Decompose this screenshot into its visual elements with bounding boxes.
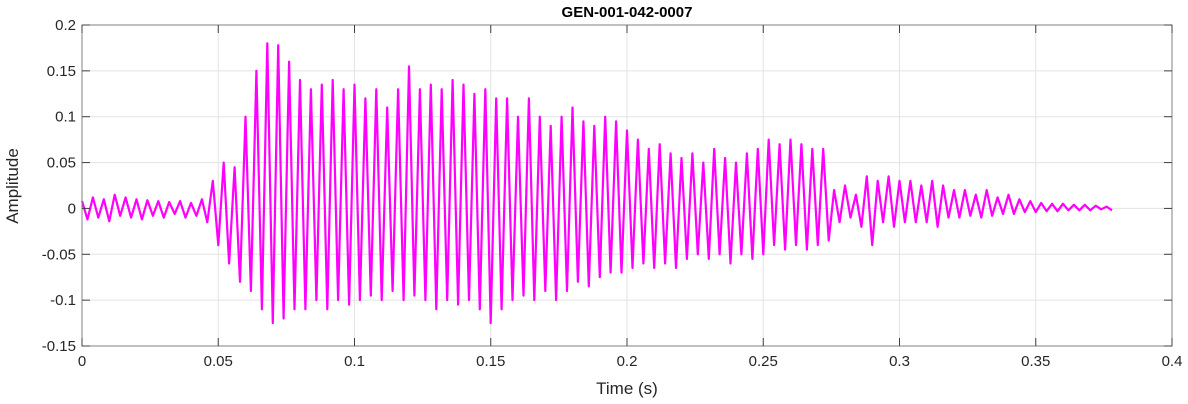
x-tick-label: 0.1 — [344, 353, 365, 370]
chart-title: GEN-001-042-0007 — [562, 4, 693, 21]
y-tick-label: 0.15 — [47, 63, 76, 80]
ticks: 0 0.05 0.1 0.15 0.2 0.25 0.3 0.35 0.4 -0.15 -0.1 -0… — [42, 17, 1183, 370]
x-tick-label: 0.05 — [204, 353, 233, 370]
x-axis-label: Time (s) — [596, 379, 658, 398]
grid — [81, 24, 1173, 347]
x-tick-label: 0.2 — [617, 353, 638, 370]
y-tick-label: 0.05 — [47, 155, 76, 172]
y-axis-label: Amplitude — [3, 148, 22, 224]
waveform-line — [80, 42, 1113, 325]
x-tick-label: 0.3 — [889, 353, 910, 370]
x-tick-label: 0.15 — [476, 353, 505, 370]
y-tick-label: -0.15 — [42, 338, 76, 355]
y-tick-label: -0.05 — [42, 246, 76, 263]
x-tick-label: 0.25 — [749, 353, 778, 370]
waveform-series — [80, 42, 1113, 325]
x-tick-label: 0.35 — [1021, 353, 1050, 370]
y-tick-label: 0.2 — [55, 17, 76, 34]
x-tick-label: 0 — [78, 353, 86, 370]
y-tick-label: 0.1 — [55, 109, 76, 126]
x-tick-label: 0.4 — [1162, 353, 1183, 370]
y-tick-label: -0.1 — [50, 292, 76, 309]
y-tick-label: 0 — [68, 200, 76, 217]
